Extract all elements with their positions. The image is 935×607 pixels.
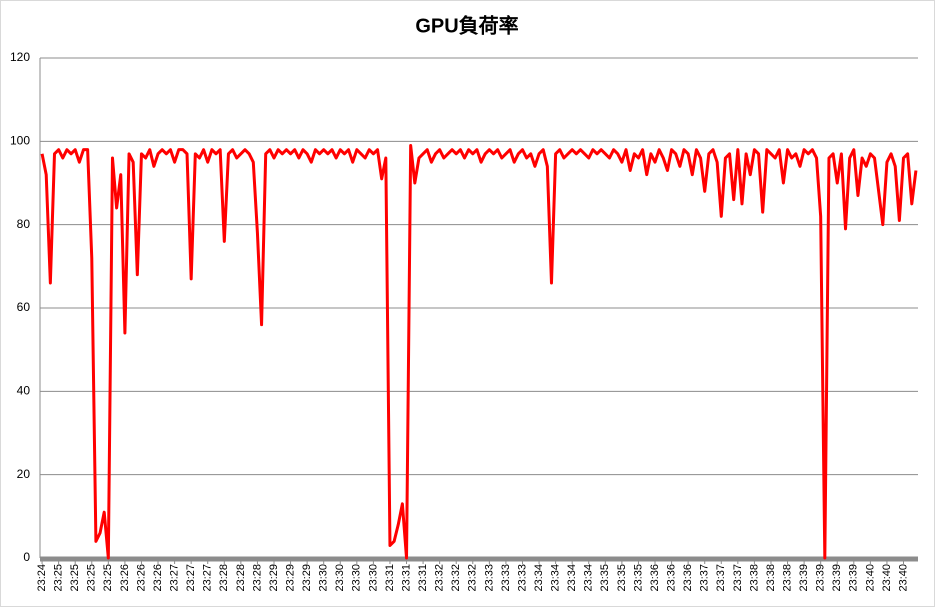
x-tick-label: 23:39 — [798, 564, 810, 592]
x-tick-label: 23:36 — [649, 564, 661, 592]
x-tick-label: 23:25 — [86, 564, 98, 592]
y-tick-label: 100 — [10, 134, 30, 148]
x-tick-label: 23:38 — [765, 564, 777, 592]
x-tick-label: 23:28 — [251, 564, 263, 592]
x-tick-label: 23:36 — [682, 564, 694, 592]
x-tick-label: 23:32 — [434, 564, 446, 592]
x-tick-label: 23:25 — [102, 564, 114, 592]
x-tick-label: 23:35 — [616, 564, 628, 592]
x-tick-label: 23:31 — [384, 564, 396, 592]
y-tick-label: 60 — [17, 300, 31, 314]
x-tick-label: 23:37 — [699, 564, 711, 592]
x-tick-label: 23:33 — [483, 564, 495, 592]
x-tick-label: 23:30 — [367, 564, 379, 592]
x-tick-label: 23:28 — [235, 564, 247, 592]
y-tick-label: 0 — [23, 550, 30, 564]
x-tick-label: 23:28 — [218, 564, 230, 592]
x-tick-label: 23:34 — [566, 564, 578, 592]
x-tick-label: 23:37 — [732, 564, 744, 592]
x-tick-label: 23:35 — [632, 564, 644, 592]
x-tick-label: 23:33 — [516, 564, 528, 592]
x-tick-label: 23:32 — [467, 564, 479, 592]
data-line — [40, 144, 918, 560]
x-tick-label: 23:30 — [334, 564, 346, 592]
chart-title: GPU負荷率 — [415, 13, 518, 37]
x-tick-label: 23:34 — [583, 564, 595, 592]
y-tick-label: 120 — [10, 50, 30, 64]
x-tick-label: 23:31 — [417, 564, 429, 592]
x-tick-label: 23:29 — [268, 564, 280, 592]
x-tick-label: 23:27 — [202, 564, 214, 592]
x-tick-label: 23:40 — [881, 564, 893, 592]
x-tick-label: 23:31 — [400, 564, 412, 592]
x-tick-label: 23:25 — [53, 564, 65, 592]
x-tick-label: 23:26 — [135, 564, 147, 592]
x-tick-label: 23:40 — [897, 564, 909, 592]
x-tick-label: 23:27 — [185, 564, 197, 592]
y-tick-label: 40 — [17, 384, 31, 398]
x-tick-label: 23:30 — [318, 564, 330, 592]
x-tick-label: 23:38 — [748, 564, 760, 592]
x-tick-label: 23:39 — [815, 564, 827, 592]
y-tick-label: 20 — [17, 467, 31, 481]
x-tick-label: 23:29 — [301, 564, 313, 592]
x-tick-label: 23:26 — [119, 564, 131, 592]
x-tick-label: 23:29 — [284, 564, 296, 592]
x-tick-label: 23:33 — [500, 564, 512, 592]
x-tick-label: 23:25 — [69, 564, 81, 592]
x-tick-label: 23:32 — [450, 564, 462, 592]
x-tick-label: 23:34 — [550, 564, 562, 592]
x-tick-label: 23:39 — [831, 564, 843, 592]
x-tick-label: 23:34 — [533, 564, 545, 592]
x-tick-label: 23:39 — [848, 564, 860, 592]
x-tick-label: 23:40 — [864, 564, 876, 592]
x-tick-label: 23:24 — [36, 564, 48, 592]
x-tick-label: 23:30 — [351, 564, 363, 592]
x-tick-label: 23:38 — [781, 564, 793, 592]
x-tick-label: 23:35 — [599, 564, 611, 592]
x-tick-label: 23:36 — [665, 564, 677, 592]
y-tick-label: 80 — [17, 217, 31, 231]
x-tick-label: 23:37 — [715, 564, 727, 592]
x-tick-label: 23:27 — [169, 564, 181, 592]
x-tick-label: 23:26 — [152, 564, 164, 592]
